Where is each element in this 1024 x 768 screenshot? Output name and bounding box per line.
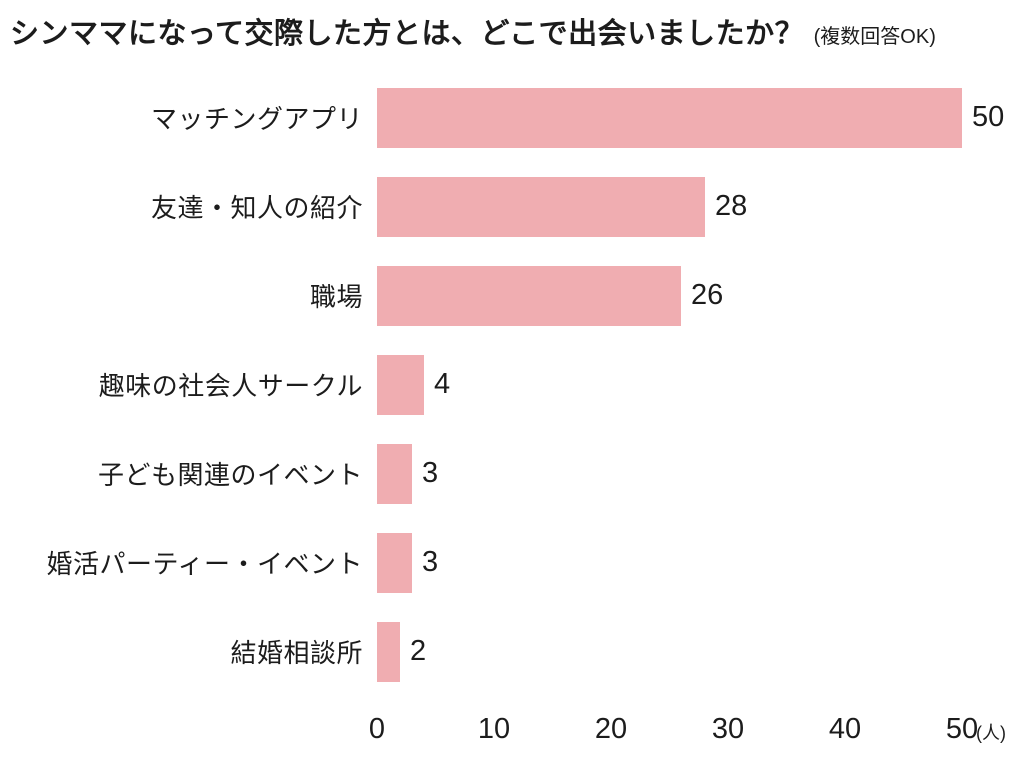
plot-area: 2 [377,621,1024,682]
plot-area: 4 [377,354,1024,415]
x-tick-label: 10 [477,713,511,745]
bar [377,621,400,682]
x-tick-label: 20 [594,713,628,745]
value-label: 3 [422,546,439,578]
category-label: 結婚相談所 [230,638,363,668]
chart-row: 婚活パーティー・イベント 3 [0,518,1024,607]
chart-rows: マッチングアプリ 50 友達・知人の紹介 28 職場 26 趣味の社会人サークル 4 子ども関連… [0,73,1024,696]
category-label: マッチングアプリ [150,104,363,134]
chart-title-note: (複数回答OK) [813,26,936,48]
chart-row: 子ども関連のイベント 3 [0,429,1024,518]
value-label: 3 [422,457,439,489]
plot-area: 26 [377,265,1024,326]
x-axis: 0 10 20 30 40 50 (人) [369,707,1006,757]
bar [377,532,412,593]
x-tick-label: 30 [711,713,745,745]
category-label: 職場 [309,282,363,312]
bar [377,176,705,237]
category-label: 子ども関連のイベント [97,460,363,490]
plot-area: 28 [377,176,1024,237]
category-label: 趣味の社会人サークル [98,371,363,401]
value-label: 26 [691,279,724,311]
chart-title: シンママになって交際した方とは、どこで出会いましたか？ [10,18,805,50]
x-tick-label: 40 [828,713,862,745]
chart-row: 趣味の社会人サークル 4 [0,340,1024,429]
category-label: 友達・知人の紹介 [150,193,363,223]
value-label: 2 [410,635,427,667]
category-label: 婚活パーティー・イベント [46,549,363,579]
chart-row: マッチングアプリ 50 [0,73,1024,162]
plot-area: 50 [377,87,1024,148]
value-label: 28 [715,190,748,222]
x-tick-label: 0 [368,713,386,745]
value-label: 50 [972,101,1005,133]
chart-row: 結婚相談所 2 [0,607,1024,696]
plot-area: 3 [377,532,1024,593]
bar [377,87,962,148]
bar [377,354,424,415]
x-tick-label: 50 [945,713,979,745]
chart-row: 友達・知人の紹介 28 [0,162,1024,251]
x-axis-unit-label: (人) [976,723,1006,743]
plot-area: 3 [377,443,1024,504]
bar [377,443,412,504]
bar [377,265,681,326]
chart-header: シンママになって交際した方とは、どこで出会いましたか？ (複数回答OK) [10,10,1020,52]
chart-row: 職場 26 [0,251,1024,340]
value-label: 4 [434,368,451,400]
